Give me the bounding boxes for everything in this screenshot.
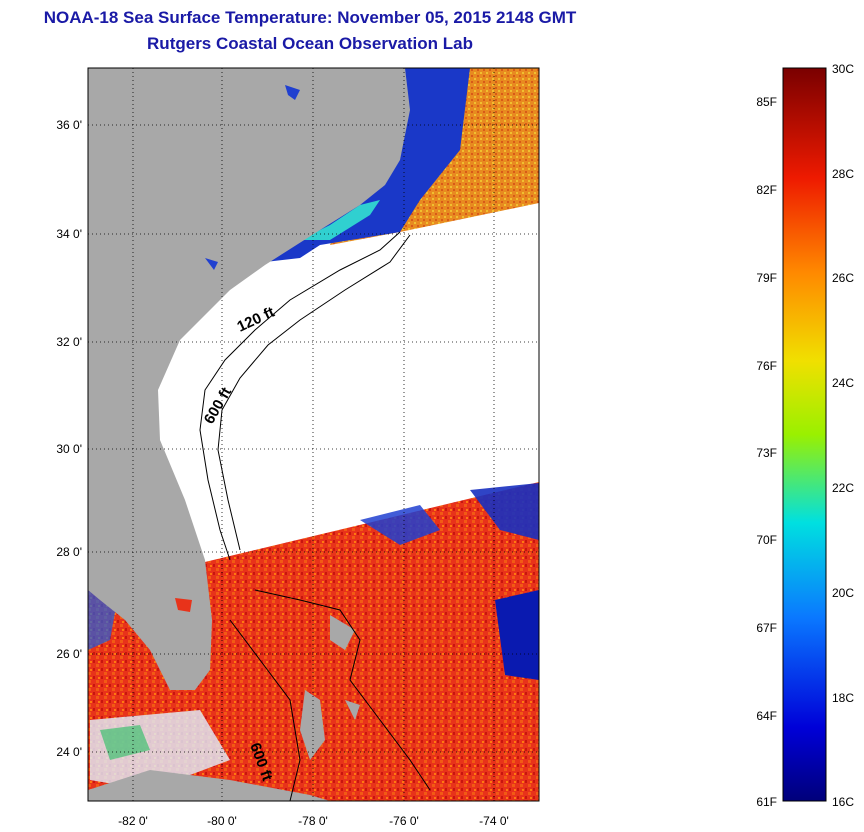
cool-patch (100, 725, 150, 760)
cool-patch (495, 590, 539, 680)
map-title: NOAA-18 Sea Surface Temperature: Novembe… (43, 8, 577, 27)
lat-label-26: 26 0' (56, 647, 82, 661)
lat-label-36: 36 0' (56, 118, 82, 132)
cb-f-82: 82F (756, 183, 777, 197)
contour-bahamas (229, 619, 301, 801)
cool-patch (360, 505, 440, 545)
cb-f-76: 76F (756, 359, 777, 373)
lon-label-76: -76 0' (389, 814, 419, 828)
lon-label-78: -78 0' (298, 814, 328, 828)
land-cuba (88, 770, 330, 801)
cb-f-67: 67F (756, 621, 777, 635)
lon-axis: -82 0' -80 0' -78 0' -76 0' -74 0' (118, 814, 509, 828)
contour-120ft (199, 231, 401, 561)
cb-c-20: 20C (832, 586, 854, 600)
lon-label-82: -82 0' (118, 814, 148, 828)
map-subtitle: Rutgers Coastal Ocean Observation Lab (147, 34, 473, 53)
cb-f-70: 70F (756, 533, 777, 547)
land-bahamas (345, 700, 360, 720)
cb-f-61: 61F (756, 795, 777, 809)
cb-c-18: 18C (832, 691, 854, 705)
land-bahamas (330, 615, 355, 650)
cb-c-16: 16C (832, 795, 854, 809)
land-mainland (88, 68, 410, 690)
cb-f-79: 79F (756, 271, 777, 285)
lat-label-34: 34 0' (56, 227, 82, 241)
lat-label-30: 30 0' (56, 442, 82, 456)
cb-c-26: 26C (832, 271, 854, 285)
land-bahamas (300, 690, 325, 760)
lat-label-24: 24 0' (56, 745, 82, 759)
lon-label-74: -74 0' (479, 814, 509, 828)
lat-label-32: 32 0' (56, 335, 82, 349)
cb-c-24: 24C (832, 376, 854, 390)
contour-bahamas (254, 589, 431, 791)
contour-600ft (217, 234, 411, 551)
lake-okeechobee (175, 598, 192, 612)
colorbar-gradient (782, 67, 827, 802)
cb-c-28: 28C (832, 167, 854, 181)
inland-lake (205, 258, 218, 270)
cool-patch (470, 483, 539, 540)
colorbar: 85F 82F 79F 76F 73F 70F 67F 64F 61F 30C … (756, 62, 854, 809)
cb-c-30: 30C (832, 62, 854, 76)
cool-coastal (265, 68, 470, 262)
plot-frame (87, 67, 540, 802)
cb-f-73: 73F (756, 446, 777, 460)
cb-c-22: 22C (832, 481, 854, 495)
cb-f-64: 64F (756, 709, 777, 723)
cb-f-85: 85F (756, 95, 777, 109)
lat-label-28: 28 0' (56, 545, 82, 559)
inland-lake (285, 85, 300, 100)
lon-label-80: -80 0' (207, 814, 237, 828)
lat-axis: 36 0' 34 0' 32 0' 30 0' 28 0' 26 0' 24 0… (56, 118, 82, 759)
